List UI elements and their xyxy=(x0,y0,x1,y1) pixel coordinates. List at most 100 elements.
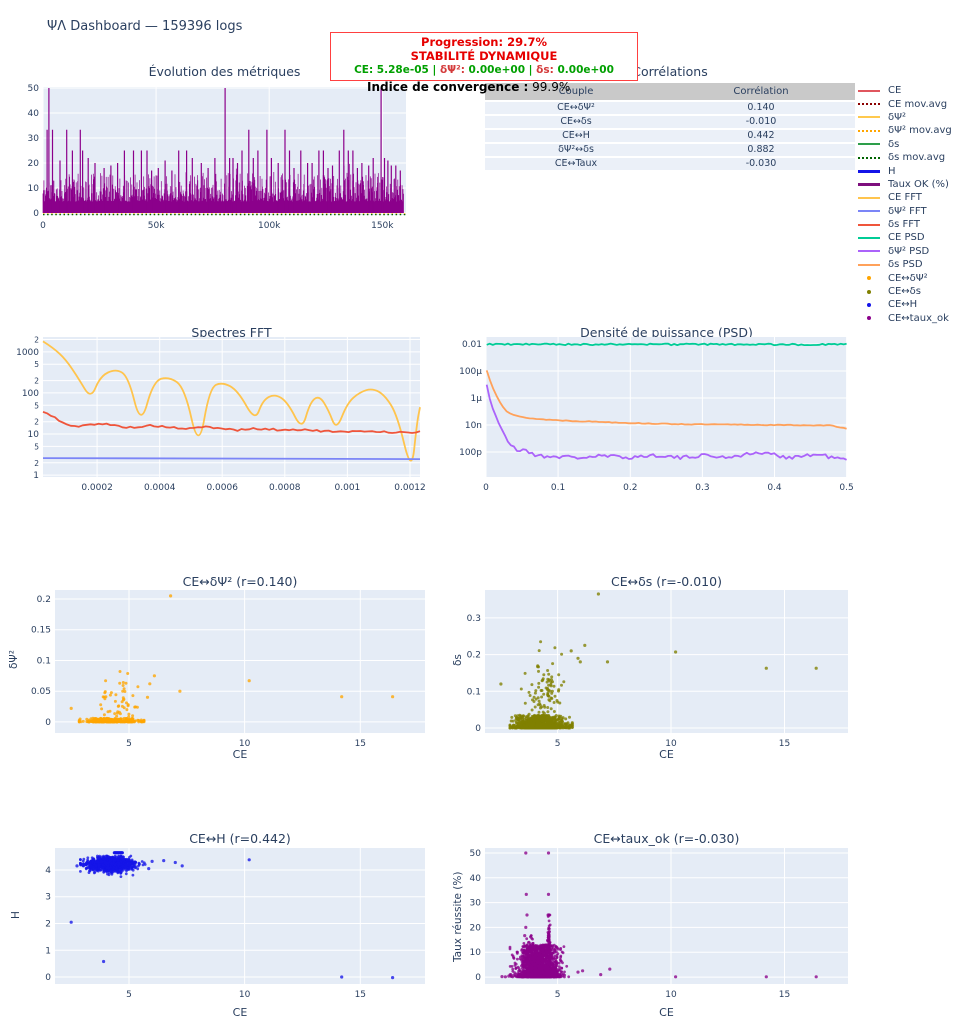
legend-swatch-icon xyxy=(858,103,884,106)
legend-item[interactable]: CE↔taux_ok xyxy=(858,312,952,325)
legend-item[interactable]: δs mov.avg xyxy=(858,151,952,164)
svg-text:10: 10 xyxy=(665,990,677,1000)
svg-text:20: 20 xyxy=(28,159,40,169)
legend-swatch-icon xyxy=(858,302,884,307)
svg-text:10: 10 xyxy=(239,990,251,1000)
legend-item-label: δΨ² mov.avg xyxy=(888,125,952,137)
legend-item[interactable]: δs PSD xyxy=(858,258,952,271)
legend-item[interactable]: δΨ² mov.avg xyxy=(858,124,952,137)
legend-item[interactable]: CE FFT xyxy=(858,191,952,204)
legend-swatch-icon xyxy=(858,276,884,281)
legend-item-label: CE↔H xyxy=(888,299,918,311)
svg-text:10: 10 xyxy=(665,739,677,749)
legend-item[interactable]: δs xyxy=(858,138,952,151)
legend-item[interactable]: δs FFT xyxy=(858,218,952,231)
svg-text:0.0012: 0.0012 xyxy=(394,483,426,493)
yaxis-label-scatter4: Taux réussite (%) xyxy=(452,871,464,963)
metric-segment: | xyxy=(528,63,537,76)
progression-value: : 29.7% xyxy=(498,35,547,49)
legend-swatch-icon xyxy=(858,289,884,294)
scatter-ce-ds-chart[interactable]: 0 0.1 0.2 0.3 5 10 15 xyxy=(445,568,956,768)
svg-text:40: 40 xyxy=(470,874,482,884)
legend-item[interactable]: CE xyxy=(858,84,952,97)
legend-swatch-icon xyxy=(858,196,884,199)
svg-text:10: 10 xyxy=(239,739,251,749)
svg-text:30: 30 xyxy=(28,134,40,144)
svg-text:5: 5 xyxy=(555,739,561,749)
svg-text:2: 2 xyxy=(34,459,39,468)
legend-swatch-icon xyxy=(858,316,884,321)
svg-text:15: 15 xyxy=(355,739,366,749)
chart-title-scatter-ce-tauxok: CE↔taux_ok (r=-0.030) xyxy=(593,831,740,846)
svg-text:0.2: 0.2 xyxy=(623,483,637,493)
table-header-cell: Couple xyxy=(485,83,667,100)
svg-text:0: 0 xyxy=(45,718,51,728)
correlation-table: Couple Corrélation CE↔δΨ² 0.140 CE↔δs -0.010 C… xyxy=(485,83,855,172)
status-annotation: Progression: 29.7% STABILITÉ DYNAMIQUE C… xyxy=(330,32,638,81)
metric-segment: δΨ²: xyxy=(439,63,465,76)
svg-text:0.0006: 0.0006 xyxy=(206,483,238,493)
legend-item[interactable]: δΨ² FFT xyxy=(858,205,952,218)
table-cell: δΨ²↔δs xyxy=(485,144,667,156)
metric-segment: | xyxy=(432,63,440,76)
legend-item[interactable]: CE PSD xyxy=(858,231,952,244)
svg-text:2: 2 xyxy=(45,920,51,930)
svg-text:0: 0 xyxy=(475,973,481,983)
svg-text:2: 2 xyxy=(34,377,39,386)
svg-text:0.15: 0.15 xyxy=(31,626,51,636)
metric-segment: 0.00e+00 xyxy=(553,63,614,76)
svg-text:100: 100 xyxy=(22,389,39,399)
svg-text:1µ: 1µ xyxy=(471,394,483,404)
legend-item-label: CE↔δs xyxy=(888,286,922,298)
svg-text:5: 5 xyxy=(555,990,561,1000)
table-cell: -0.030 xyxy=(667,158,855,170)
progression-label: Progression xyxy=(421,35,499,49)
legend-item[interactable]: δΨ² xyxy=(858,111,952,124)
convergence-value: 99.9% xyxy=(528,80,571,94)
evolution-metrics-chart[interactable]: 0 10 20 30 40 50 0 50k 100k 150k xyxy=(0,78,445,230)
scatter-ce-h-chart[interactable]: 0 1 2 3 4 5 10 15 xyxy=(0,828,445,1024)
metric-segment: CE: xyxy=(354,63,374,76)
svg-text:10: 10 xyxy=(470,948,482,958)
svg-text:100p: 100p xyxy=(459,448,482,458)
legend-item[interactable]: H xyxy=(858,164,952,177)
legend-item[interactable]: δΨ² PSD xyxy=(858,245,952,258)
svg-text:0.2: 0.2 xyxy=(37,595,51,605)
legend-item-label: δΨ² FFT xyxy=(888,205,927,217)
svg-text:1000: 1000 xyxy=(16,348,39,358)
chart-title-psd: Densité de puissance (PSD) xyxy=(580,325,753,340)
svg-text:0: 0 xyxy=(483,483,489,493)
table-row: δΨ²↔δs 0.882 xyxy=(485,144,855,156)
svg-text:10: 10 xyxy=(28,184,40,194)
page-title: ΨΛ Dashboard — 159396 logs xyxy=(47,19,243,34)
legend-item[interactable]: CE↔δs xyxy=(858,285,952,298)
legend-swatch-icon xyxy=(858,210,884,213)
svg-text:1: 1 xyxy=(45,946,51,956)
svg-text:2: 2 xyxy=(34,418,39,427)
fft-spectrum-chart[interactable]: 1 2 5 10 2 5 100 2 5 1000 2 0.0002 0.0004 0.0006 0.000… xyxy=(0,322,445,494)
svg-text:0.4: 0.4 xyxy=(767,483,782,493)
chart-title-correlations: Corrélations xyxy=(632,64,708,79)
legend-item-label: CE mov.avg xyxy=(888,98,948,110)
legend-swatch-icon xyxy=(858,143,884,146)
svg-text:0.001: 0.001 xyxy=(335,483,361,493)
svg-text:0.0008: 0.0008 xyxy=(269,483,301,493)
legend-item[interactable]: CE mov.avg xyxy=(858,97,952,110)
scatter-ce-dpsi2-chart[interactable]: 0 0.05 0.1 0.15 0.2 5 10 15 xyxy=(0,568,445,768)
xaxis-label-scatter2: CE xyxy=(659,748,674,761)
svg-text:0.01: 0.01 xyxy=(462,340,482,350)
legend-item-label: δs xyxy=(888,138,900,150)
legend-item[interactable]: CE↔δΨ² xyxy=(858,271,952,284)
psd-chart[interactable]: 0.01 100µ 1µ 10n 100p 0 0.1 0.2 0.3 0.4 0.5 xyxy=(445,322,956,494)
scatter-ce-tauxok-chart[interactable]: 0 10 20 30 40 50 5 10 15 xyxy=(445,828,956,1024)
svg-text:15: 15 xyxy=(355,990,366,1000)
legend-item[interactable]: Taux OK (%) xyxy=(858,178,952,191)
xaxis-label-scatter1: CE xyxy=(232,748,248,761)
legend-item-label: CE xyxy=(888,85,902,97)
svg-text:2: 2 xyxy=(34,336,39,345)
svg-text:50k: 50k xyxy=(148,221,165,230)
legend-item[interactable]: CE↔H xyxy=(858,298,952,311)
table-cell: 0.882 xyxy=(667,144,855,156)
table-cell: CE↔δs xyxy=(485,116,667,128)
svg-text:5: 5 xyxy=(34,442,39,451)
